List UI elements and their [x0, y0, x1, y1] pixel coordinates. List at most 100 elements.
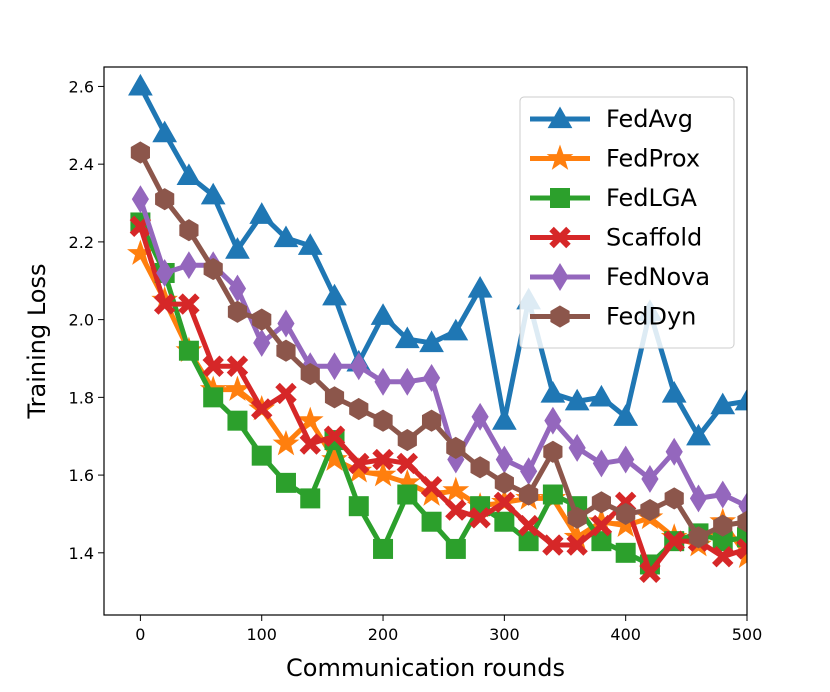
data-point-fedavg	[419, 330, 444, 353]
data-point-fedavg	[322, 283, 347, 306]
data-point-scaffold	[323, 425, 346, 447]
data-point-scaffold	[372, 448, 394, 471]
data-point-fedavg	[491, 408, 517, 430]
data-point-fedprox	[369, 461, 397, 487]
x-axis-ticks: 0 100 200 300 400 500	[135, 615, 762, 644]
data-point-fedlga	[203, 387, 224, 408]
data-point-fedlga	[348, 496, 369, 517]
data-point-feddyn	[616, 502, 636, 526]
data-point-fednova	[156, 259, 174, 287]
y-tick-label: 1.6	[69, 466, 94, 485]
data-point-fedlga	[445, 538, 466, 559]
data-point-scaffold	[348, 452, 370, 475]
data-point-fedprox	[442, 476, 470, 502]
data-point-scaffold	[226, 355, 249, 377]
data-point-fedlga	[251, 445, 272, 466]
data-point-fedlga	[518, 531, 539, 552]
legend-marker-fednova	[551, 263, 569, 291]
data-point-scaffold	[178, 293, 200, 315]
data-point-scaffold	[275, 382, 297, 405]
data-point-fednova	[131, 185, 149, 214]
data-point-feddyn	[591, 491, 612, 514]
series-fednova	[131, 185, 747, 521]
data-point-fedlga	[373, 538, 394, 559]
data-point-fedavg	[589, 384, 614, 407]
x-axis-label: Communication rounds	[286, 654, 565, 682]
legend-item-fedlga: FedLGA	[530, 184, 697, 212]
data-point-feddyn	[470, 456, 490, 479]
data-point-fedprox	[296, 406, 324, 433]
data-point-fedavg	[176, 163, 202, 185]
data-point-fedlga	[615, 542, 636, 563]
data-point-fedavg	[152, 120, 178, 143]
data-point-feddyn	[567, 506, 587, 529]
data-point-scaffold	[566, 534, 588, 556]
data-point-fedlga	[300, 488, 321, 509]
y-tick-label: 1.8	[69, 388, 94, 407]
data-point-fednova	[277, 309, 295, 338]
x-tick-label: 400	[610, 625, 641, 644]
data-point-fednova	[422, 363, 441, 392]
data-point-feddyn	[737, 510, 747, 533]
data-point-scaffold	[202, 355, 224, 377]
data-point-fedlga	[421, 511, 442, 532]
legend-marker-fedprox	[546, 144, 574, 170]
data-point-scaffold	[299, 433, 321, 455]
data-point-feddyn	[276, 339, 296, 362]
data-point-fedavg	[249, 202, 275, 224]
series-layer	[127, 73, 747, 583]
data-point-scaffold	[396, 452, 419, 475]
data-point-fednova	[714, 480, 732, 509]
data-point-feddyn	[300, 362, 320, 386]
data-point-fedlga	[737, 527, 747, 548]
data-point-fedprox	[418, 480, 445, 506]
y-axis-ticks: 1.4 1.6 1.8 2.0 2.2 2.4 2.6	[69, 77, 104, 563]
data-point-fedlga	[494, 511, 515, 532]
data-point-fednova	[592, 449, 611, 478]
data-point-fednova	[180, 251, 198, 280]
data-point-fedlga	[275, 472, 296, 493]
data-point-scaffold	[542, 534, 564, 556]
data-point-fedavg	[200, 182, 226, 205]
data-point-fedavg	[710, 392, 736, 415]
data-point-feddyn	[130, 141, 150, 164]
data-point-feddyn	[227, 300, 248, 323]
data-point-feddyn	[203, 258, 223, 281]
data-point-fedavg	[273, 225, 299, 248]
data-point-fedavg	[370, 303, 396, 325]
y-tick-label: 2.0	[69, 311, 94, 330]
data-point-fednova	[689, 484, 708, 513]
data-point-fednova	[617, 445, 635, 474]
data-point-feddyn	[421, 409, 442, 432]
data-point-fedavg	[686, 423, 711, 446]
data-point-fedlga	[591, 531, 612, 552]
data-point-scaffold	[639, 561, 661, 583]
data-point-fedavg	[225, 237, 250, 259]
data-point-fedavg	[394, 326, 420, 349]
legend-label-fedavg: FedAvg	[606, 105, 693, 133]
data-point-fedavg	[734, 388, 747, 411]
data-point-fedavg	[564, 388, 590, 411]
legend-marker-feddyn	[550, 305, 570, 328]
x-tick-label: 100	[246, 625, 277, 644]
data-point-fedlga	[397, 484, 418, 505]
data-point-feddyn	[713, 514, 733, 537]
data-point-scaffold	[493, 491, 516, 513]
data-point-fedavg	[540, 380, 566, 403]
x-tick-label: 0	[135, 625, 145, 644]
data-point-fednova	[471, 402, 489, 431]
data-point-fedlga	[542, 484, 563, 505]
legend-item-fedprox: FedProx	[530, 144, 700, 173]
data-point-feddyn	[664, 487, 684, 510]
data-point-fednova	[253, 328, 271, 357]
legend-item-feddyn: FedDyn	[530, 303, 696, 331]
x-tick-label: 300	[489, 625, 520, 644]
data-point-fednova	[350, 352, 368, 381]
data-point-feddyn	[155, 188, 175, 211]
data-point-fedprox	[345, 457, 373, 483]
legend-marker-scaffold	[549, 226, 571, 249]
data-point-fednova	[641, 465, 659, 493]
data-point-fedavg	[661, 380, 687, 403]
data-point-scaffold	[590, 514, 613, 537]
